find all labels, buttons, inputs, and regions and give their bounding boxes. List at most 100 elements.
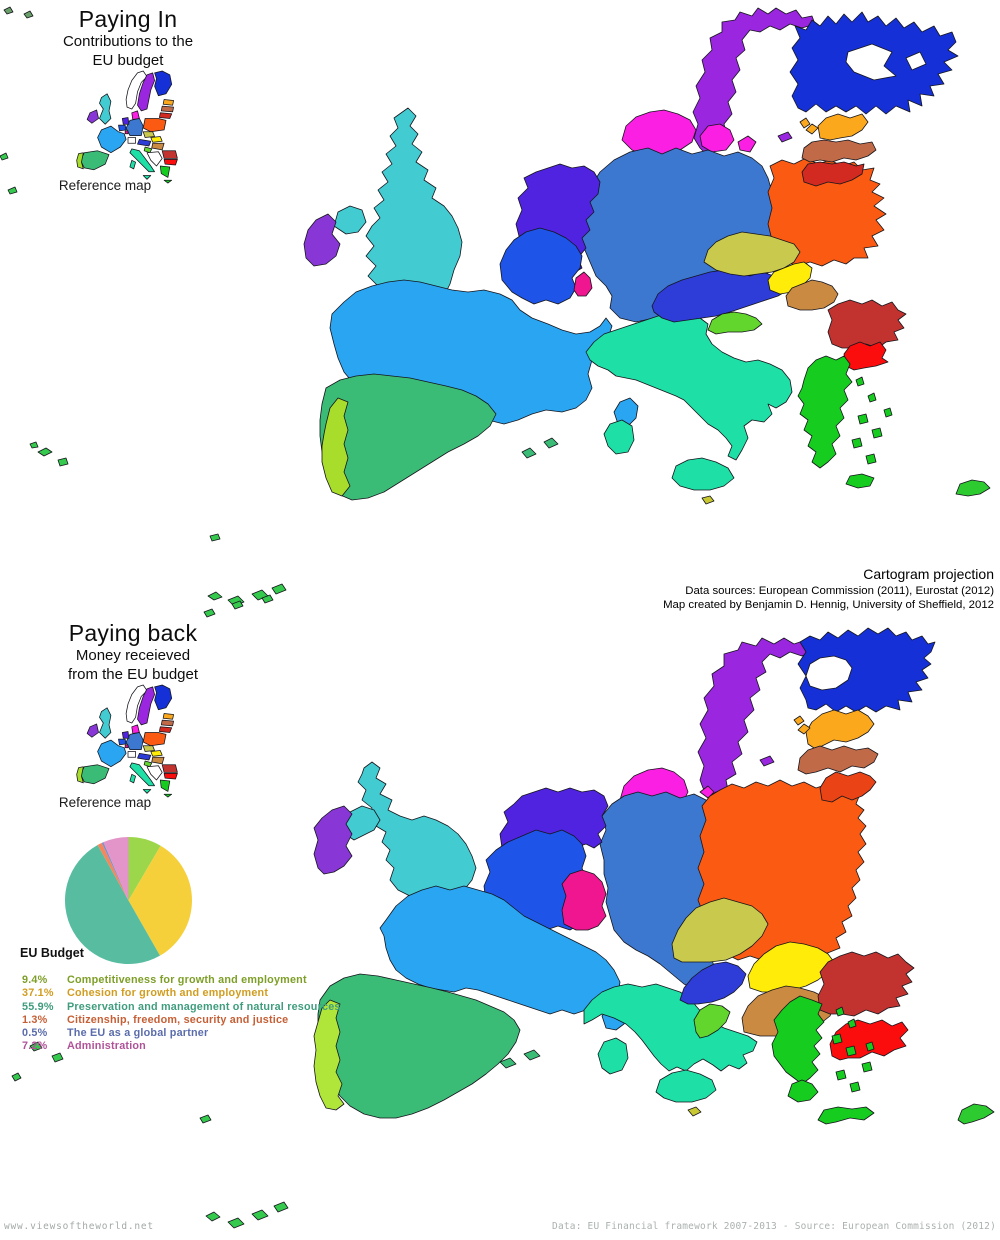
region-balkans — [146, 151, 163, 167]
region-azores-2 — [57, 457, 69, 467]
eu-budget-pie-chart — [64, 837, 192, 965]
legend-pct-5: 7.2% — [22, 1040, 48, 1053]
region-sicily — [142, 175, 152, 180]
region-czech-republic — [671, 897, 769, 963]
region-greek-island — [871, 427, 883, 439]
region-netherlands — [121, 117, 130, 125]
region-france — [97, 739, 127, 768]
region-greek-island — [845, 1045, 857, 1057]
paying-back-subtitle-1: Money receieved — [75, 647, 191, 664]
region-austria — [679, 961, 747, 1005]
region-austria — [137, 139, 152, 147]
region-hungary — [151, 142, 165, 151]
region-estonia — [817, 113, 869, 141]
region-peloponnese — [787, 1079, 819, 1103]
region-italy — [583, 983, 758, 1072]
paying-in-subtitle-1: Contributions to the — [62, 33, 194, 50]
region-spain — [80, 764, 110, 785]
region-czech-republic — [142, 131, 155, 138]
region-northern-ireland — [333, 205, 367, 235]
legend-row-2: 55.9% Preservation and management of natu… — [22, 1001, 341, 1014]
region-finland-lake-2 — [905, 51, 927, 71]
region-sicily — [142, 789, 152, 794]
region-greek-island — [849, 1081, 861, 1093]
region-balearics — [521, 447, 537, 459]
attribution-line-1: Cartogram projection — [863, 566, 994, 582]
region-edge-islet — [261, 594, 274, 604]
region-estonia-islands — [797, 723, 811, 735]
region-slovenia — [693, 1003, 731, 1039]
pie-slice-5 — [103, 837, 129, 901]
region-edge-islet — [203, 608, 216, 618]
region-estonia-islands — [805, 123, 819, 135]
legend-pct-1: 37.1% — [22, 987, 54, 1000]
region-balearics — [499, 1057, 517, 1069]
region-slovenia — [143, 146, 153, 154]
region-sardinia — [597, 1037, 629, 1075]
legend-label-2: Preservation and management of natural r… — [67, 1000, 341, 1013]
paying-back-subtitle-2: from the EU budget — [67, 666, 199, 683]
region-malta — [701, 495, 715, 505]
region-sweden — [137, 72, 155, 112]
region-denmark — [621, 109, 697, 157]
region-crete — [817, 1106, 875, 1125]
region-estonia — [162, 713, 174, 720]
region-greek-island — [835, 1006, 845, 1017]
region-greece — [159, 165, 171, 178]
region-ireland — [86, 109, 99, 124]
region-switzerland — [127, 751, 136, 758]
region-edge-islet — [23, 10, 34, 19]
region-lithuania — [819, 771, 877, 803]
eu-budget-legend: 9.4% Competitiveness for growth and emplo… — [22, 974, 341, 1054]
legend-row-1: 37.1% Cohesion for growth and employment — [22, 987, 341, 1000]
region-poland — [142, 118, 167, 133]
region-norway — [125, 684, 148, 724]
attribution-line-2: Data sources: European Commission (2011)… — [685, 585, 994, 597]
region-estonia — [162, 99, 174, 106]
region-greece — [159, 779, 171, 792]
region-portugal — [76, 766, 84, 784]
region-latvia — [160, 719, 174, 727]
legend-pct-4: 0.5% — [22, 1027, 48, 1040]
region-slovakia — [150, 136, 163, 143]
region-bulgaria — [163, 772, 178, 780]
paying-back-cartogram — [11, 594, 995, 1229]
region-latvia — [797, 745, 879, 775]
region-bulgaria — [163, 158, 178, 166]
region-azores — [29, 1041, 43, 1052]
region-crete — [845, 473, 875, 489]
region-united-kingdom — [99, 707, 112, 739]
region-poland — [767, 157, 887, 267]
legend-pct-0: 9.4% — [22, 974, 48, 986]
region-greek-island — [847, 1018, 857, 1029]
region-greek-island — [883, 407, 893, 418]
region-edge-islet — [3, 6, 14, 15]
region-luxembourg — [124, 744, 129, 749]
paying-in-title-block: Paying In Contributions to the EU budget — [28, 6, 228, 70]
region-gotland — [759, 755, 775, 767]
region-madeira — [209, 533, 221, 542]
region-denmark — [131, 724, 140, 734]
region-finland — [154, 70, 173, 97]
region-greek-island — [851, 437, 863, 449]
legend-row-3: 1.3% Citizenship, freedom, security and j… — [22, 1014, 341, 1027]
region-denmark-islands — [699, 123, 735, 153]
region-edge-islet — [7, 186, 18, 195]
legend-label-1: Cohesion for growth and employment — [67, 987, 269, 1000]
region-denmark-islands-2 — [699, 785, 715, 799]
region-finland-lake — [845, 43, 897, 81]
footer-website-url: www.viewsoftheworld.net — [4, 1221, 154, 1232]
region-slovenia — [707, 311, 763, 335]
region-czech-republic — [142, 745, 155, 752]
region-azores-2 — [51, 1052, 64, 1063]
region-portugal — [321, 397, 351, 497]
region-greek-island — [867, 392, 877, 403]
region-balearics-2 — [523, 1049, 541, 1061]
region-estonia-islands-2 — [793, 715, 805, 726]
legend-label-0: Competitiveness for growth and employmen… — [67, 974, 307, 986]
legend-label-3: Citizenship, freedom, security and justi… — [67, 1013, 289, 1026]
region-slovenia — [143, 760, 153, 768]
region-canary-island — [271, 583, 287, 595]
region-france — [97, 125, 127, 154]
